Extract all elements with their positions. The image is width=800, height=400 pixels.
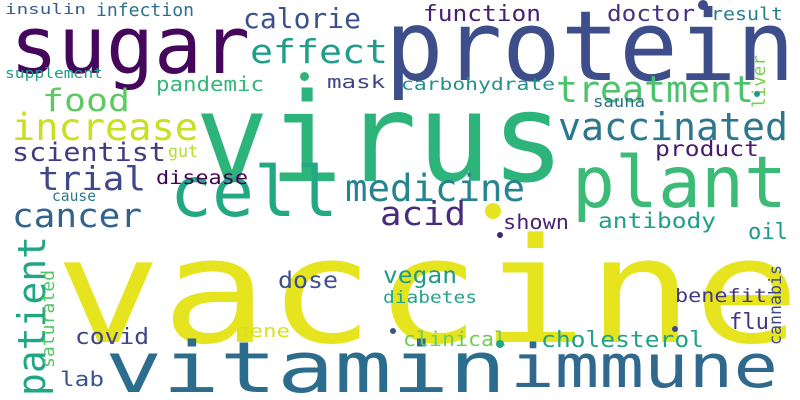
word-flu: flu	[729, 309, 769, 336]
word-cannabis: cannabis	[766, 265, 785, 345]
word-function: function	[423, 0, 541, 27]
word-vegan: vegan	[383, 260, 457, 289]
word-product: product	[655, 136, 759, 162]
word-effect: effect	[250, 33, 388, 72]
word-supplement: supplement	[5, 65, 103, 83]
word-vaccinated: vaccinated	[558, 105, 788, 150]
word-treatment: treatment	[556, 67, 754, 111]
word-doctor: doctor	[607, 0, 695, 27]
word-medicine: medicine	[345, 165, 525, 210]
filler-dot	[497, 232, 503, 238]
word-oil: oil	[748, 219, 788, 246]
word-cause: cause	[52, 188, 96, 206]
word-vitamin: vitamin	[105, 327, 507, 400]
word-carbohydrate: carbohydrate	[401, 74, 555, 95]
word-saturated: saturated	[38, 270, 59, 368]
word-liver: liver	[750, 55, 770, 108]
word-antibody: antibody	[598, 208, 716, 234]
word-sauna: sauna	[593, 92, 645, 112]
word-disease: disease	[156, 166, 248, 189]
word-immune: immune	[510, 331, 778, 400]
word-dose: dose	[278, 265, 338, 294]
filler-dot	[672, 326, 678, 332]
word-vaccine: vaccine	[55, 208, 800, 378]
word-pandemic: pandemic	[156, 71, 264, 96]
word-benefit: benefit	[675, 284, 767, 307]
word-increase: increase	[12, 106, 199, 150]
word-result: result	[711, 4, 783, 26]
word-acid: acid	[380, 195, 466, 234]
filler-dot	[754, 91, 760, 97]
filler-dot	[300, 72, 309, 81]
word-infection: infection	[96, 0, 194, 22]
filler-dot	[390, 328, 396, 334]
word-trial: trial	[38, 160, 146, 199]
word-covid: covid	[75, 323, 149, 350]
word-virus: virus	[195, 66, 565, 210]
word-insulin: insulin	[5, 1, 86, 19]
word-gut: gut	[168, 142, 198, 162]
word-cancer: cancer	[12, 197, 142, 236]
word-shown: shown	[503, 209, 569, 234]
word-clinical: clinical	[403, 326, 507, 351]
word-scientist: scientist	[12, 137, 166, 168]
word-mask: mask	[327, 72, 386, 94]
filler-dot	[698, 0, 708, 10]
filler-dot	[485, 203, 501, 219]
word-plant: plant	[572, 140, 787, 224]
word-sugar: sugar	[10, 0, 250, 93]
word-food: food	[42, 83, 130, 120]
word-cholesterol: cholesterol	[541, 326, 704, 353]
word-protein: protein	[385, 0, 795, 104]
word-gene: gene	[236, 321, 290, 343]
word-lab: lab	[60, 366, 104, 391]
word-cell: cell	[170, 152, 338, 234]
word-calorie: calorie	[243, 2, 361, 35]
filler-dot	[496, 340, 504, 348]
word-diabetes: diabetes	[383, 287, 477, 308]
